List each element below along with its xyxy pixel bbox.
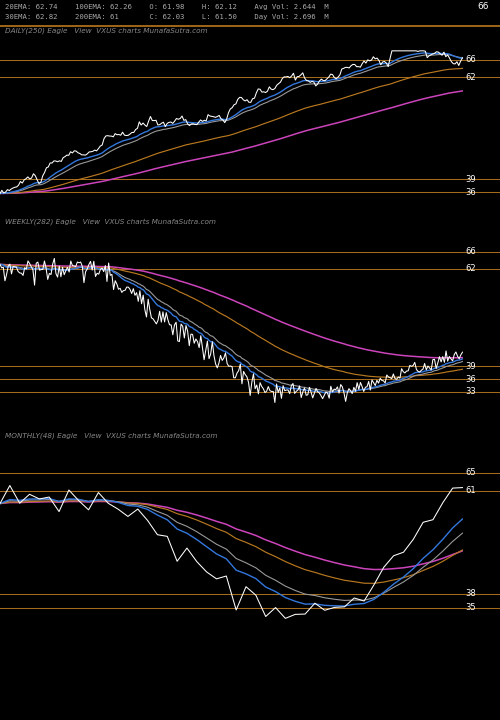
Text: 33: 33 bbox=[466, 387, 476, 396]
Text: 39: 39 bbox=[466, 174, 476, 184]
Text: DAILY(250) Eagle   View  VXUS charts MunafaSutra.com: DAILY(250) Eagle View VXUS charts Munafa… bbox=[5, 27, 207, 34]
Text: 66: 66 bbox=[466, 248, 476, 256]
Text: 36: 36 bbox=[466, 374, 476, 384]
Text: 65: 65 bbox=[466, 468, 476, 477]
Text: 20EMA: 62.74    100EMA: 62.26    O: 61.98    H: 62.12    Avg Vol: 2.644  M: 20EMA: 62.74 100EMA: 62.26 O: 61.98 H: 6… bbox=[5, 4, 329, 10]
Text: 35: 35 bbox=[466, 603, 476, 612]
Text: 36: 36 bbox=[466, 188, 476, 197]
Text: 66: 66 bbox=[466, 55, 476, 64]
Text: 30EMA: 62.82    200EMA: 61       C: 62.03    L: 61.50    Day Vol: 2.696  M: 30EMA: 62.82 200EMA: 61 C: 62.03 L: 61.5… bbox=[5, 14, 329, 20]
Text: MONTHLY(48) Eagle   View  VXUS charts MunafaSutra.com: MONTHLY(48) Eagle View VXUS charts Munaf… bbox=[5, 432, 218, 438]
Text: WEEKLY(282) Eagle   View  VXUS charts MunafaSutra.com: WEEKLY(282) Eagle View VXUS charts Munaf… bbox=[5, 218, 216, 225]
Text: 61: 61 bbox=[466, 486, 476, 495]
Text: 62: 62 bbox=[466, 73, 476, 82]
Text: 66: 66 bbox=[478, 2, 489, 11]
Text: 38: 38 bbox=[466, 590, 476, 598]
Text: 39: 39 bbox=[466, 362, 476, 371]
Text: 62: 62 bbox=[466, 264, 476, 274]
